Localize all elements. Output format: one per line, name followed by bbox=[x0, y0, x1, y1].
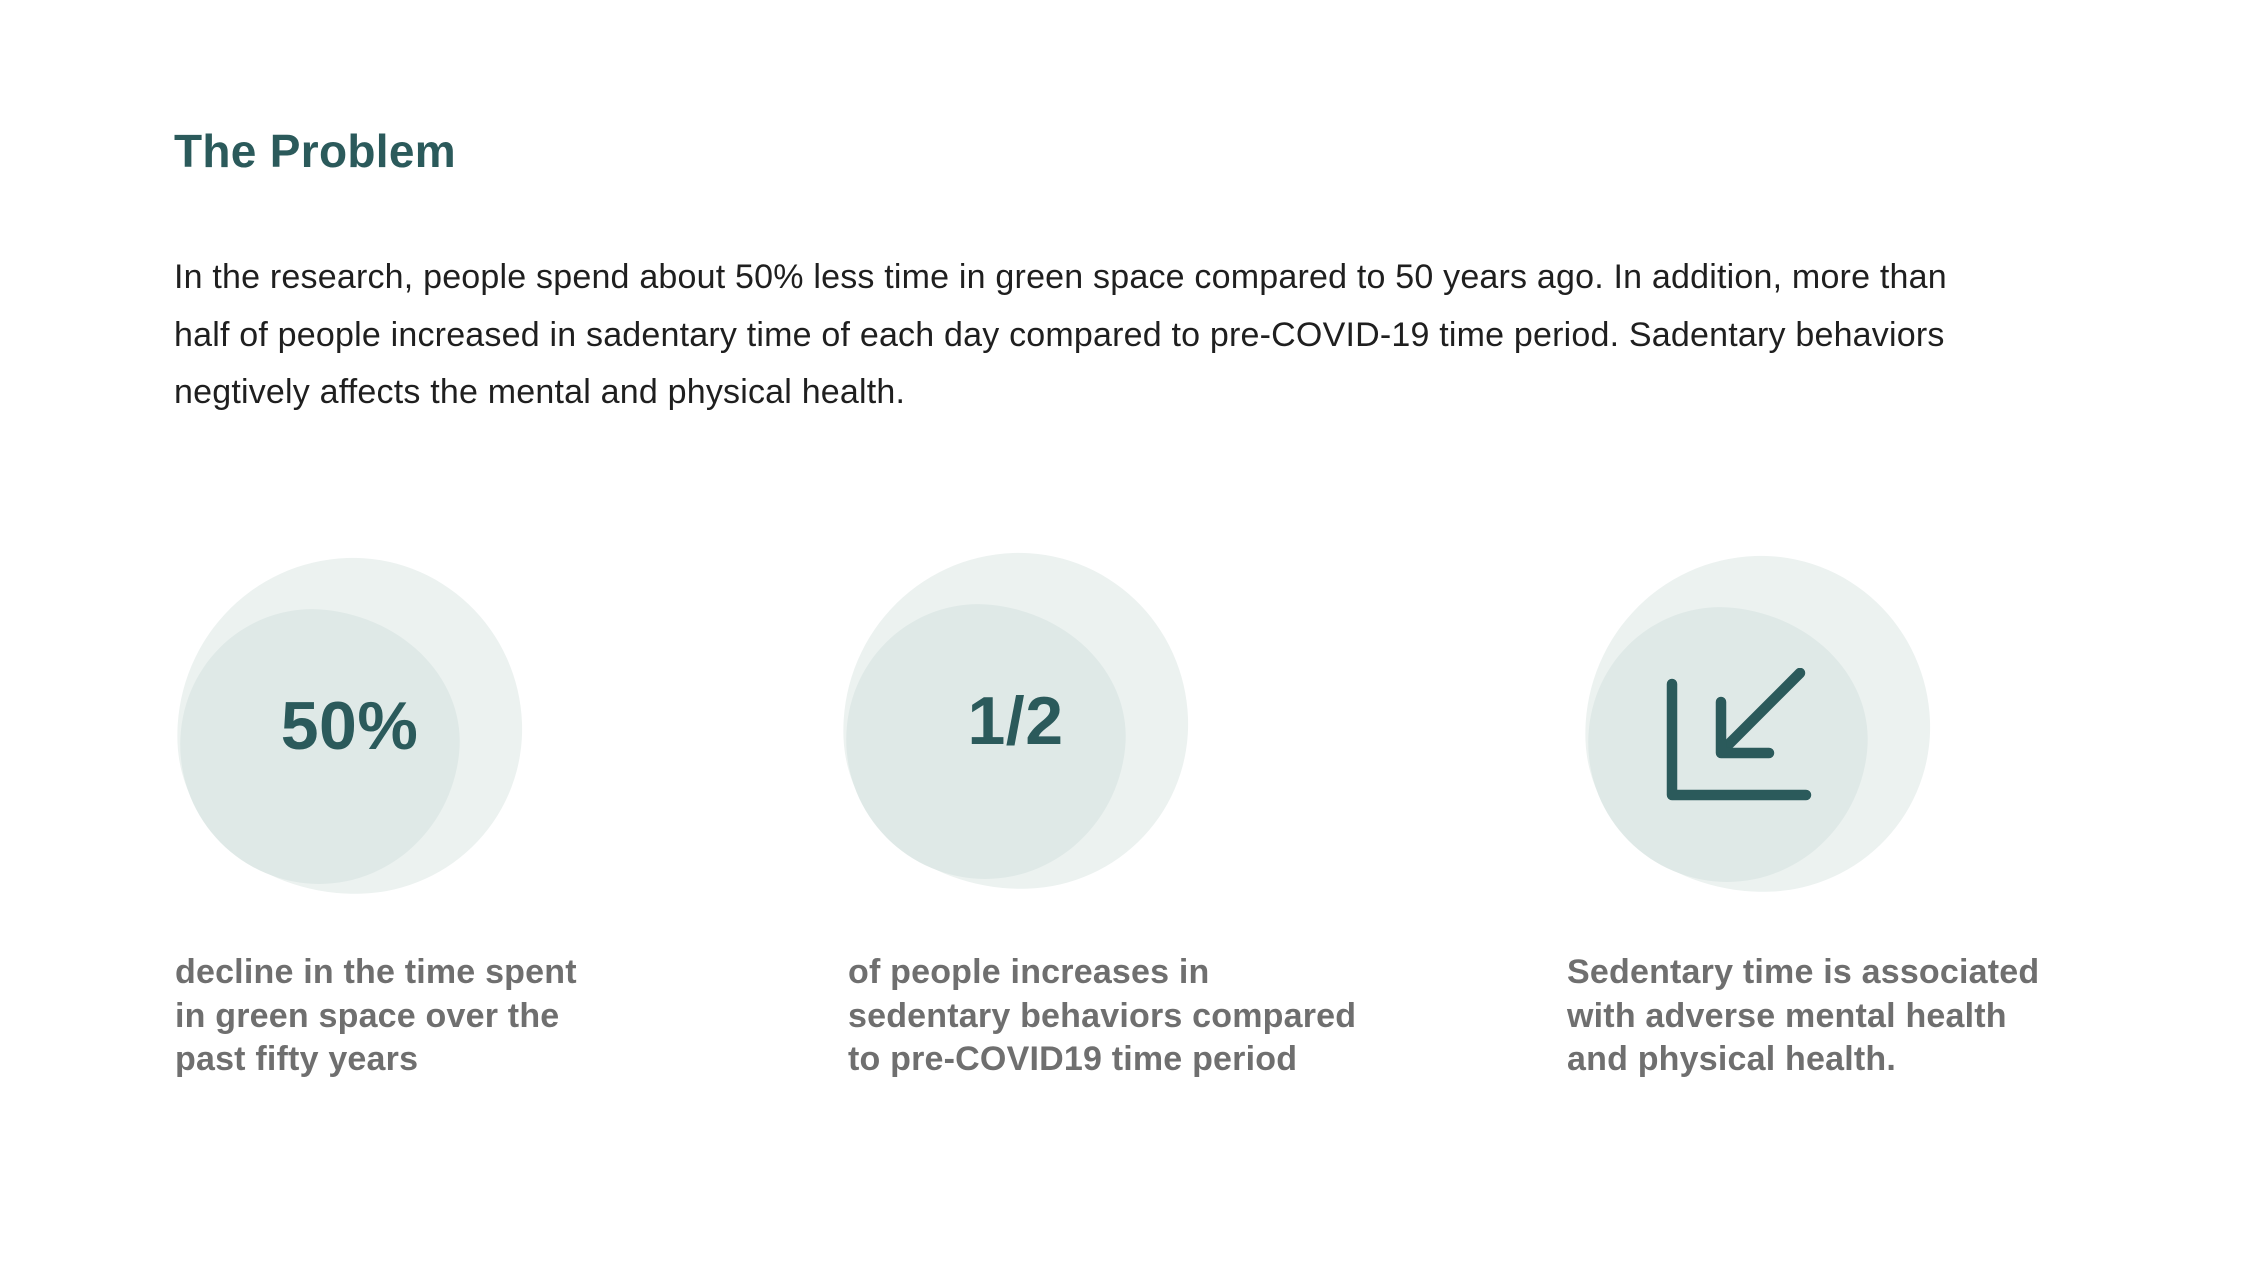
stat-bubble-sedentary-increase: 1/2 bbox=[832, 547, 1194, 895]
caption-line: sedentary behaviors compared bbox=[848, 996, 1357, 1035]
stat-caption-health-decline: Sedentary time is associated with advers… bbox=[1567, 951, 2167, 1082]
chart-decline-arrow-icon bbox=[1661, 668, 1813, 808]
intro-paragraph: In the research, people spend about 50% … bbox=[174, 249, 2114, 422]
intro-line: half of people increased in sadentary ti… bbox=[174, 315, 1945, 354]
stat-caption-green-space: decline in the time spent in green space… bbox=[175, 951, 775, 1082]
intro-line: negtively affects the mental and physica… bbox=[174, 373, 906, 411]
page-title: The Problem bbox=[174, 125, 456, 177]
stat-caption-sedentary-increase: of people increases in sedentary behavio… bbox=[848, 951, 1448, 1082]
stat-value: 50% bbox=[280, 688, 419, 764]
caption-line: and physical health. bbox=[1567, 1040, 1896, 1078]
caption-line: of people increases in bbox=[848, 953, 1210, 991]
caption-line: Sedentary time is associated bbox=[1567, 953, 2040, 991]
intro-line: In the research, people spend about 50% … bbox=[174, 258, 1947, 296]
stat-bubble-health-decline bbox=[1574, 550, 1936, 898]
caption-line: to pre-COVID19 time period bbox=[848, 1040, 1298, 1078]
caption-line: in green space over the bbox=[175, 996, 560, 1035]
caption-line: past fifty years bbox=[175, 1040, 419, 1078]
stat-bubble-green-space: 50% bbox=[166, 552, 528, 900]
stat-value: 1/2 bbox=[967, 683, 1064, 759]
caption-line: decline in the time spent bbox=[175, 953, 577, 991]
caption-line: with adverse mental health bbox=[1567, 996, 2007, 1035]
